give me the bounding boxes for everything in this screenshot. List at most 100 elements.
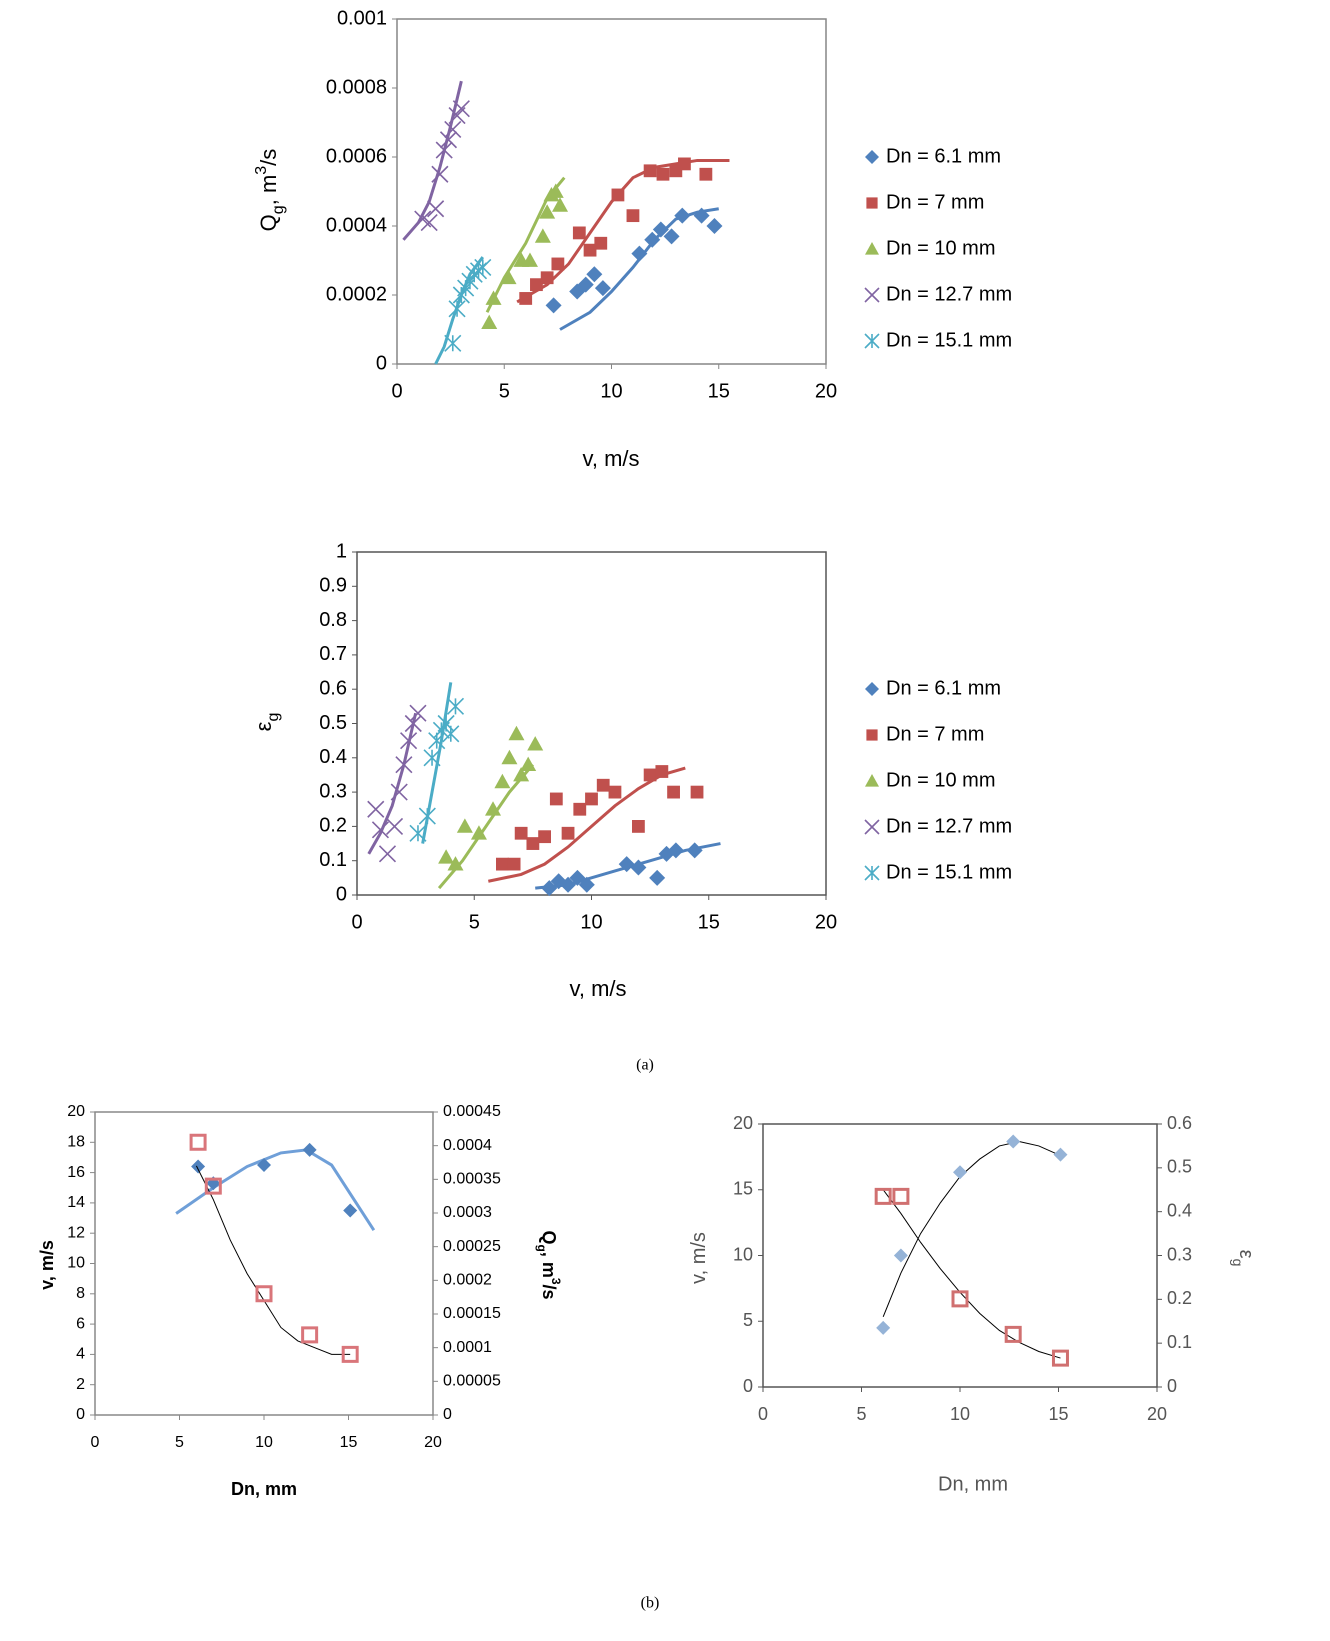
point bbox=[447, 856, 464, 871]
point bbox=[470, 825, 487, 840]
point bbox=[423, 749, 441, 767]
point bbox=[435, 141, 453, 159]
trend-line bbox=[882, 1189, 1061, 1359]
point bbox=[420, 213, 438, 232]
x-tick-label: 5 bbox=[499, 380, 510, 402]
axis-title-part: v, m/s bbox=[37, 1240, 57, 1290]
point bbox=[513, 766, 530, 782]
legend-marker bbox=[864, 865, 880, 881]
axis-title-part: /s bbox=[539, 1285, 559, 1300]
point bbox=[481, 314, 498, 329]
x-tick-label: 5 bbox=[856, 1404, 866, 1424]
legend-label: Dn = 7 mm bbox=[886, 723, 984, 745]
y2-tick-label: 0.00025 bbox=[443, 1238, 501, 1255]
point bbox=[501, 749, 518, 765]
y-tick-label: 8 bbox=[76, 1285, 85, 1302]
point bbox=[400, 732, 418, 750]
legend-marker bbox=[864, 287, 880, 303]
point bbox=[520, 756, 537, 772]
x-tick-label: 15 bbox=[1048, 1404, 1068, 1424]
point bbox=[649, 869, 666, 886]
point bbox=[378, 845, 397, 863]
y-tick-label: 14 bbox=[67, 1194, 85, 1211]
axis-title-part: ε bbox=[1235, 1250, 1257, 1259]
point bbox=[643, 164, 657, 178]
axis-title-part: ε bbox=[251, 721, 276, 731]
trend-line bbox=[195, 1165, 351, 1355]
y-tick-label: 0.7 bbox=[319, 643, 347, 665]
point bbox=[255, 1285, 273, 1303]
x-tick-label: 10 bbox=[580, 911, 602, 933]
axis-title-part: g bbox=[270, 205, 287, 214]
point bbox=[585, 792, 598, 806]
legend-label: Dn = 15.1 mm bbox=[886, 861, 1012, 883]
point bbox=[367, 800, 385, 818]
legend-label: Dn = 7 mm bbox=[886, 191, 984, 213]
x-tick-label: 0 bbox=[351, 911, 362, 933]
y2-tick-label: 0.0001 bbox=[443, 1339, 492, 1356]
axis-title: εg bbox=[1230, 1250, 1256, 1267]
point bbox=[530, 278, 543, 292]
y2-tick-label: 0.00035 bbox=[443, 1171, 501, 1188]
point bbox=[690, 785, 704, 799]
point bbox=[611, 188, 625, 202]
point bbox=[953, 1165, 967, 1180]
legend-marker bbox=[865, 242, 879, 255]
legend-marker bbox=[866, 729, 878, 741]
point bbox=[341, 1345, 359, 1363]
point bbox=[191, 1159, 206, 1174]
legend-label: Dn = 12.7 mm bbox=[886, 283, 1012, 305]
point bbox=[521, 252, 538, 267]
point bbox=[652, 221, 669, 238]
point bbox=[626, 209, 640, 223]
point bbox=[667, 842, 684, 859]
point bbox=[876, 1320, 891, 1335]
legend-label: Dn = 10 mm bbox=[886, 237, 995, 259]
plot-frame bbox=[356, 551, 827, 896]
axis-title-part: Q bbox=[256, 214, 281, 231]
y2-tick-label: 0.3 bbox=[1167, 1244, 1192, 1264]
point bbox=[560, 876, 577, 893]
point bbox=[538, 830, 551, 844]
y-tick-label: 0.0002 bbox=[326, 283, 387, 305]
y2-tick-label: 0.0003 bbox=[443, 1204, 492, 1221]
point bbox=[395, 756, 413, 774]
point bbox=[656, 167, 670, 181]
y-tick-label: 0.0008 bbox=[326, 76, 387, 98]
x-tick-label: 0 bbox=[391, 380, 402, 402]
point bbox=[1004, 1325, 1022, 1343]
point bbox=[500, 269, 517, 285]
point bbox=[474, 258, 492, 276]
point bbox=[674, 207, 691, 224]
y-tick-label: 4 bbox=[76, 1346, 85, 1363]
y-tick-label: 0.001 bbox=[337, 7, 387, 29]
y-tick-label: 0.2 bbox=[319, 815, 347, 837]
x-tick-label: 5 bbox=[175, 1434, 184, 1451]
legend-label: Dn = 12.7 mm bbox=[886, 815, 1012, 837]
y-tick-label: 5 bbox=[743, 1310, 753, 1330]
point bbox=[632, 820, 645, 833]
point bbox=[545, 297, 562, 314]
y2-tick-label: 0.0002 bbox=[443, 1272, 492, 1289]
x-tick-label: 20 bbox=[1147, 1404, 1167, 1424]
legend-label: Dn = 6.1 mm bbox=[886, 677, 1001, 699]
legend-marker bbox=[866, 197, 878, 209]
y-tick-label: 0.8 bbox=[319, 609, 347, 631]
y-tick-label: 12 bbox=[67, 1224, 85, 1241]
point bbox=[204, 1177, 222, 1195]
point bbox=[409, 704, 427, 722]
x-tick-label: 20 bbox=[815, 380, 837, 402]
plot-frame bbox=[94, 1111, 434, 1416]
x-tick-label: 20 bbox=[815, 911, 837, 933]
y-tick-label: 0.1 bbox=[319, 849, 347, 871]
point bbox=[539, 204, 556, 219]
y-tick-label: 20 bbox=[733, 1113, 753, 1133]
point bbox=[444, 120, 462, 138]
point bbox=[427, 200, 445, 218]
plot-frame bbox=[762, 1123, 1158, 1388]
y-tick-label: 20 bbox=[67, 1103, 85, 1120]
axis-title-part: v, m/s bbox=[688, 1232, 710, 1284]
x-tick-label: 10 bbox=[255, 1434, 273, 1451]
point bbox=[446, 697, 465, 715]
